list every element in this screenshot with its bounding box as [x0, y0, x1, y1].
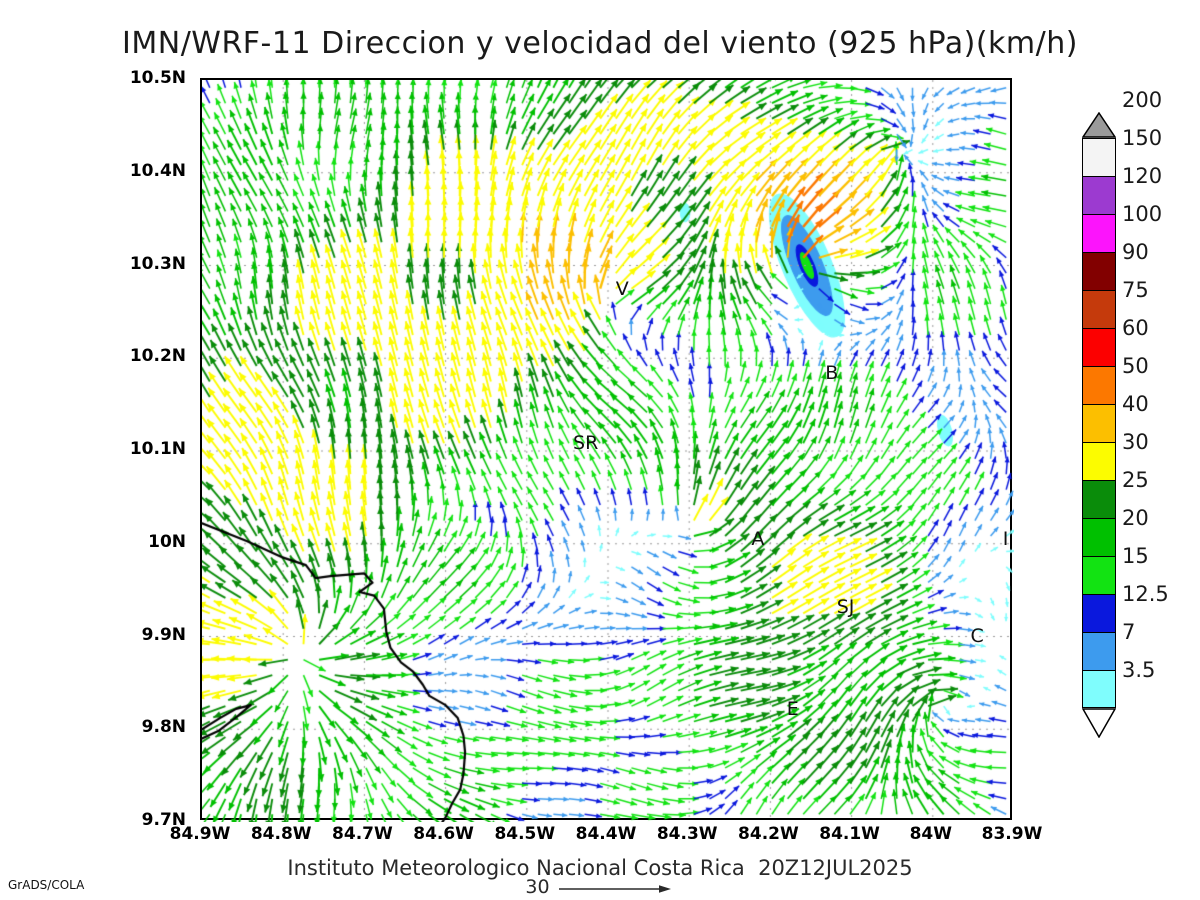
colorbar-swatch [1082, 594, 1116, 632]
colorbar-tick-label: 40 [1122, 392, 1149, 416]
colorbar-swatch [1082, 366, 1116, 404]
wind-vector-field [202, 80, 1014, 822]
y-tick-label: 9.9N [141, 624, 186, 645]
x-tick-label: 84.5W [494, 824, 556, 844]
x-tick-label: 84.7W [332, 824, 393, 844]
y-tick-label: 9.8N [141, 717, 186, 738]
grads-credit: GrADS/COLA [8, 878, 85, 892]
x-tick-label: 84.8W [250, 824, 312, 844]
y-tick-label: 9.7N [141, 810, 186, 830]
x-tick-label: 84.2W [738, 824, 799, 844]
y-tick-label: 10.3N [129, 253, 186, 274]
colorbar-tick-label: 50 [1122, 354, 1149, 378]
colorbar-swatch [1082, 556, 1116, 594]
colorbar-swatch [1082, 632, 1116, 670]
x-tick-label: 84.1W [819, 824, 880, 844]
colorbar-tick-label: 200 [1122, 88, 1163, 112]
x-tick-label: 84.4W [575, 824, 637, 844]
colorbar-swatch [1082, 176, 1116, 214]
colorbar-cap-high [1081, 111, 1117, 138]
colorbar-swatches [1082, 138, 1116, 708]
reference-vector-arrow-icon [558, 884, 671, 893]
page-title: IMN/WRF-11 Direccion y velocidad del vie… [122, 26, 1078, 61]
colorbar-tick-label: 30 [1122, 430, 1149, 454]
colorbar[interactable]: 3.5 7 12.5 15 20 25 30 40 50 60 75 90 100 120 150 200 [1081, 88, 1169, 739]
colorbar-swatch [1082, 518, 1116, 556]
colorbar-tick-label: 15 [1122, 544, 1149, 568]
plot-area [200, 78, 1014, 822]
x-tick-label: 84.6W [413, 824, 474, 844]
colorbar-tick-label: 100 [1122, 202, 1163, 226]
x-tick-label: 84.9W [169, 824, 231, 844]
x-tick-label: 83.9W [981, 824, 1043, 844]
colorbar-tick-label: 12.5 [1122, 582, 1169, 606]
colorbar-tick-label: 75 [1122, 278, 1149, 302]
colorbar-tick-label: 60 [1122, 316, 1149, 340]
colorbar-swatch [1082, 404, 1116, 442]
colorbar-swatch [1082, 138, 1116, 176]
footer-institution: Instituto Meteorologico Nacional Costa R… [287, 856, 913, 880]
x-tick-label: 84W [909, 824, 953, 844]
colorbar-tick-label: 150 [1122, 126, 1163, 150]
reference-vector-label: 30 [525, 876, 550, 898]
colorbar-cap-low [1081, 708, 1117, 739]
colorbar-tick-label: 7 [1122, 620, 1136, 644]
colorbar-swatch [1082, 214, 1116, 252]
colorbar-tick-label: 20 [1122, 506, 1149, 530]
y-tick-label: 10N [148, 531, 186, 552]
y-tick-label: 10.1N [129, 439, 186, 459]
colorbar-swatch [1082, 442, 1116, 480]
colorbar-tick-label: 25 [1122, 468, 1149, 492]
colorbar-swatch [1082, 290, 1116, 328]
colorbar-swatch [1082, 252, 1116, 290]
reference-vector: 30 [0, 876, 1200, 898]
y-tick-label: 10.5N [129, 68, 186, 88]
colorbar-tick-label: 120 [1122, 164, 1163, 188]
colorbar-swatch [1082, 670, 1116, 708]
colorbar-swatch [1082, 480, 1116, 518]
y-tick-label: 10.4N [129, 160, 186, 181]
colorbar-swatch [1082, 328, 1116, 366]
y-tick-label: 10.2N [129, 346, 186, 367]
x-tick-label: 84.3W [656, 824, 718, 844]
colorbar-tick-label: 90 [1122, 240, 1149, 264]
colorbar-tick-label: 3.5 [1122, 658, 1156, 682]
